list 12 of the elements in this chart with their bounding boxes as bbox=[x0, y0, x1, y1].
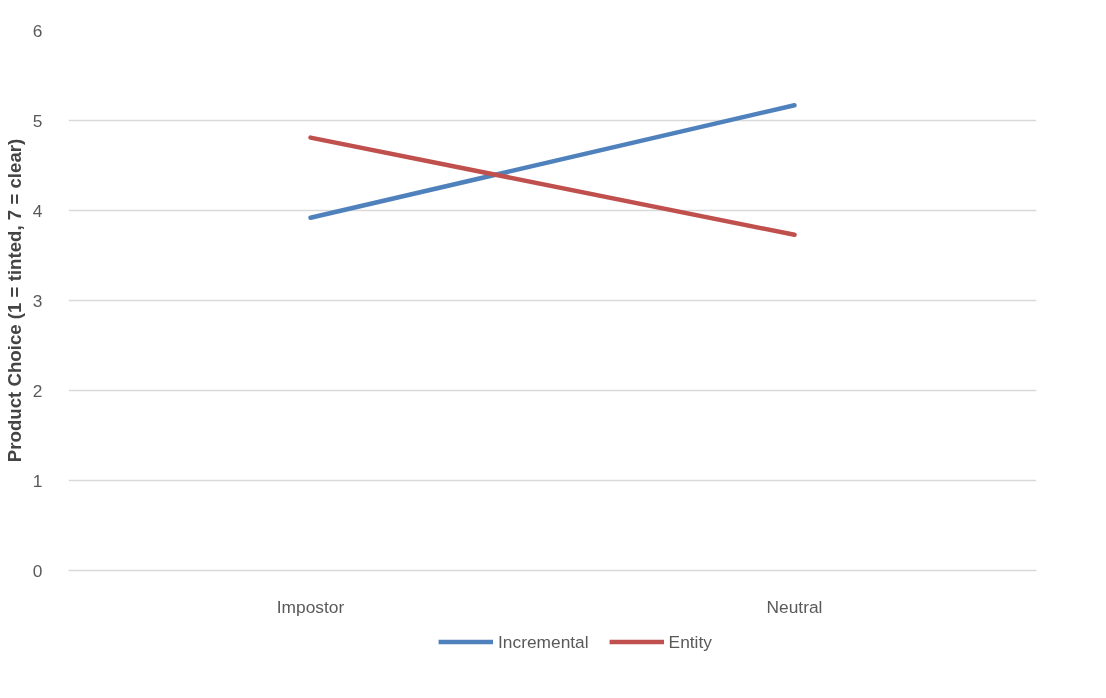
y-tick-label: 4 bbox=[32, 200, 43, 221]
x-tick-label: Impostor bbox=[276, 596, 345, 617]
legend-label: Entity bbox=[668, 631, 712, 652]
y-tick-label: 2 bbox=[32, 380, 43, 401]
y-tick-label: 5 bbox=[32, 110, 43, 131]
y-tick-label: 6 bbox=[32, 20, 43, 41]
y-tick-label: 0 bbox=[32, 560, 43, 581]
y-axis-title: Product Choice (1 = tinted, 7 = clear) bbox=[3, 138, 25, 463]
legend-label: Incremental bbox=[498, 631, 589, 652]
x-tick-label: Neutral bbox=[766, 596, 823, 617]
y-tick-label: 1 bbox=[32, 470, 43, 491]
y-tick-label: 3 bbox=[32, 290, 43, 311]
